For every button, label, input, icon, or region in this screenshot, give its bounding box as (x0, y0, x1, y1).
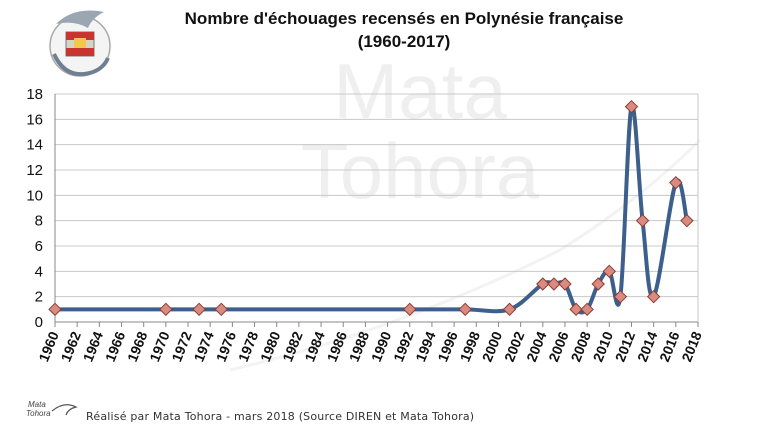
data-point-marker (536, 277, 550, 291)
y-tick-label: 14 (26, 137, 43, 154)
data-point-marker (602, 264, 617, 279)
watermark-line1: Mata (333, 47, 507, 135)
footer-credit: Réalisé par Mata Tohora - mars 2018 (Sou… (86, 410, 475, 423)
data-point-marker (591, 277, 605, 291)
data-point-marker (403, 302, 417, 317)
y-tick-label: 18 (26, 86, 43, 103)
y-tick-label: 0 (35, 314, 43, 331)
y-tick-label: 6 (35, 238, 43, 255)
data-point-marker (635, 213, 650, 228)
data-point-marker (680, 213, 694, 228)
data-point-marker (458, 302, 472, 317)
data-point-marker (558, 277, 572, 291)
footer-logo-line1: Mata (28, 400, 46, 409)
y-tick-label: 8 (35, 213, 43, 230)
data-point-marker (192, 302, 206, 317)
watermark-line2: Tohora (301, 127, 540, 215)
data-point-marker (502, 302, 517, 317)
data-point-marker (613, 289, 628, 304)
data-point-marker (624, 99, 639, 114)
data-point-marker (214, 302, 229, 317)
watermark: Mata Tohora (229, 47, 702, 372)
data-point-marker (547, 277, 561, 291)
footer-logo-line2: Tohora (26, 409, 51, 418)
y-tick-label: 16 (26, 111, 43, 128)
data-point-marker (669, 175, 683, 190)
y-tick-label: 4 (35, 263, 43, 280)
data-point-marker (48, 302, 62, 317)
data-point-marker (569, 302, 583, 317)
chart-title: Nombre d'échouages recensés en Polynésie… (184, 9, 624, 28)
footer-logo: Mata Tohora (26, 400, 78, 418)
data-point-marker (159, 302, 173, 317)
x-tick-label: 2018 (678, 329, 705, 364)
y-tick-label: 2 (35, 289, 43, 306)
data-point-marker (580, 302, 594, 317)
data-point-marker (646, 289, 661, 304)
chart-subtitle: (1960-2017) (357, 32, 451, 51)
organization-logo (49, 10, 111, 77)
y-tick-label: 10 (26, 187, 43, 204)
y-tick-label: 12 (26, 162, 43, 179)
